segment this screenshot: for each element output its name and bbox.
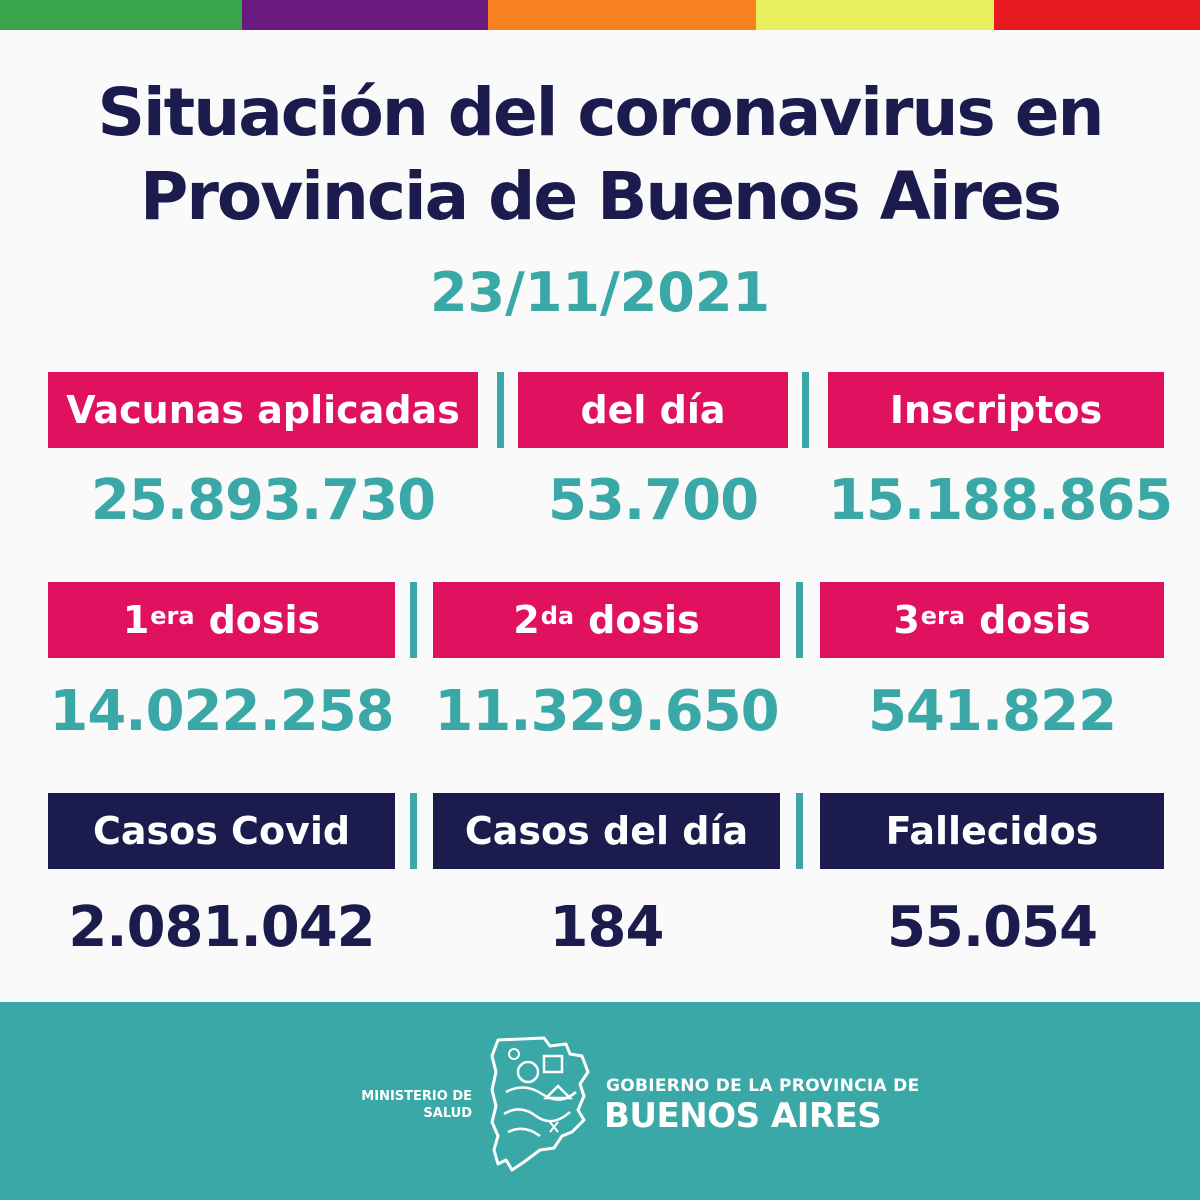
gobierno-provincia-label: GOBIERNO DE LA PROVINCIA DE [606,1076,920,1096]
casos-del-dia-header: Casos del día [433,793,780,869]
vacunas-aplicadas-header: Vacunas aplicadas [48,372,478,448]
report-date: 23/11/2021 [429,261,771,324]
title-line-2: Provincia de Buenos Aires [139,158,1062,235]
dose-number: 2 [513,598,540,642]
casos-del-dia-value: 184 [549,895,665,960]
column-separator [802,372,809,448]
fallecidos-value: 55.054 [886,895,1098,960]
vacunas-aplicadas-value: 25.893.730 [90,468,436,533]
inscriptos-header: Inscriptos [828,372,1164,448]
buenos-aires-label: BUENOS AIRES [604,1096,882,1136]
column-separator [410,582,417,658]
casos-covid-value: 2.081.042 [68,895,375,960]
dose-ordinal: era [920,602,966,630]
column-separator [410,793,417,869]
inscriptos-value: 15.188.865 [828,468,1173,533]
column-separator [497,372,504,448]
red-stripe [994,0,1200,30]
footer-bar: MINISTERIO DE SALUD GOBIERNO DE LA PROVI… [0,1002,1200,1200]
dose-word: dosis [588,598,700,642]
green-stripe [0,0,242,30]
del-dia-header: del día [518,372,788,448]
dose-ordinal: era [150,602,195,630]
buenos-aires-province-map-logo-icon [490,1036,590,1172]
dose-word: dosis [208,598,321,642]
column-separator [796,582,803,658]
ministerio-line-1: MINISTERIO DE [361,1089,472,1104]
primera-dosis-header: 1 era dosis [48,582,395,658]
purple-stripe [242,0,488,30]
dose-ordinal: da [540,602,575,630]
orange-stripe [488,0,756,30]
dose-number: 3 [893,598,920,642]
segunda-dosis-value: 11.329.650 [434,679,779,744]
dose-number: 1 [122,598,150,642]
segunda-dosis-header: 2 da dosis [433,582,780,658]
del-dia-value: 53.700 [547,468,759,533]
ministerio-line-2: SALUD [423,1106,472,1121]
primera-dosis-value: 14.022.258 [49,679,394,744]
column-separator [796,793,803,869]
tercera-dosis-value: 541.822 [867,679,1117,744]
tercera-dosis-header: 3 era dosis [820,582,1164,658]
casos-covid-header: Casos Covid [48,793,395,869]
color-stripe-bar [0,0,1200,30]
yellow-stripe [756,0,994,30]
ministerio-de-salud-label: MINISTERIO DE SALUD [300,1088,472,1122]
fallecidos-header: Fallecidos [820,793,1164,869]
dose-word: dosis [979,598,1091,642]
title-line-1: Situación del coronavirus en [97,74,1105,151]
